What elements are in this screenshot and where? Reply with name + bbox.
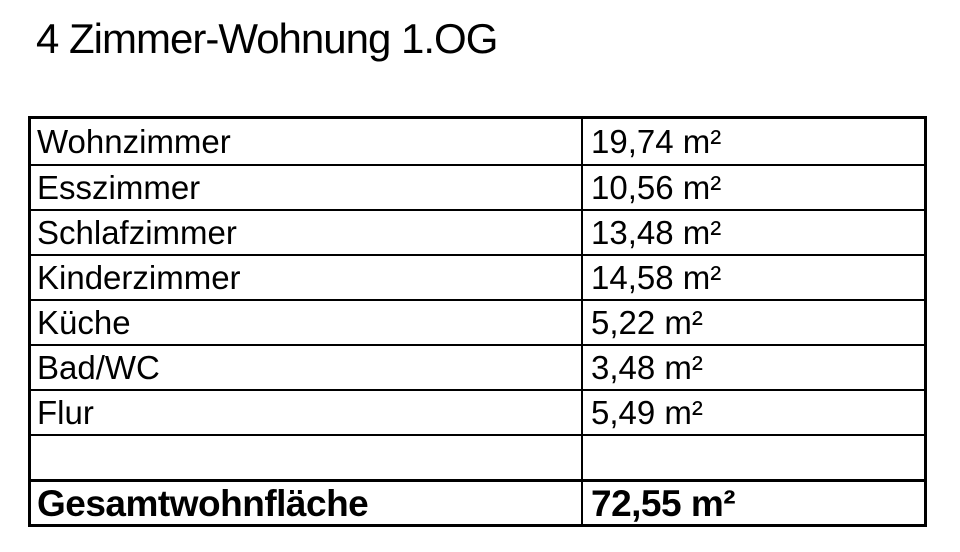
area-value-cell: 19,74 m² xyxy=(581,119,924,164)
table-row-empty xyxy=(31,434,924,479)
table-row: Esszimmer 10,56 m² xyxy=(31,164,924,209)
total-row: Gesamtwohnfläche 72,55 m² xyxy=(31,479,924,524)
room-name-cell: Wohnzimmer xyxy=(37,123,231,160)
area-value-cell: 10,56 m² xyxy=(581,166,924,209)
page-title: 4 Zimmer-Wohnung 1.OG xyxy=(36,15,498,62)
total-label-cell: Gesamtwohnfläche xyxy=(37,482,369,524)
empty-cell xyxy=(31,436,581,479)
total-value-cell: 72,55 m² xyxy=(581,482,924,524)
area-value-cell: 3,48 m² xyxy=(581,346,924,389)
area-value-cell: 5,49 m² xyxy=(581,391,924,434)
area-value-cell: 14,58 m² xyxy=(581,256,924,299)
table-row: Kinderzimmer 14,58 m² xyxy=(31,254,924,299)
room-name-cell: Schlafzimmer xyxy=(37,214,237,251)
room-name-cell: Esszimmer xyxy=(37,169,201,206)
table-row: Bad/WC 3,48 m² xyxy=(31,344,924,389)
area-value-cell: 5,22 m² xyxy=(581,301,924,344)
table-row: Küche 5,22 m² xyxy=(31,299,924,344)
table-row: Wohnzimmer 19,74 m² xyxy=(31,119,924,164)
room-area-table: Wohnzimmer 19,74 m² Esszimmer 10,56 m² S… xyxy=(28,116,927,527)
room-name-cell: Kinderzimmer xyxy=(37,259,241,296)
table-row: Schlafzimmer 13,48 m² xyxy=(31,209,924,254)
room-name-cell: Küche xyxy=(37,304,131,341)
empty-cell xyxy=(581,436,924,479)
room-name-cell: Flur xyxy=(37,394,94,431)
table-row: Flur 5,49 m² xyxy=(31,389,924,434)
area-value-cell: 13,48 m² xyxy=(581,211,924,254)
room-name-cell: Bad/WC xyxy=(37,349,160,386)
